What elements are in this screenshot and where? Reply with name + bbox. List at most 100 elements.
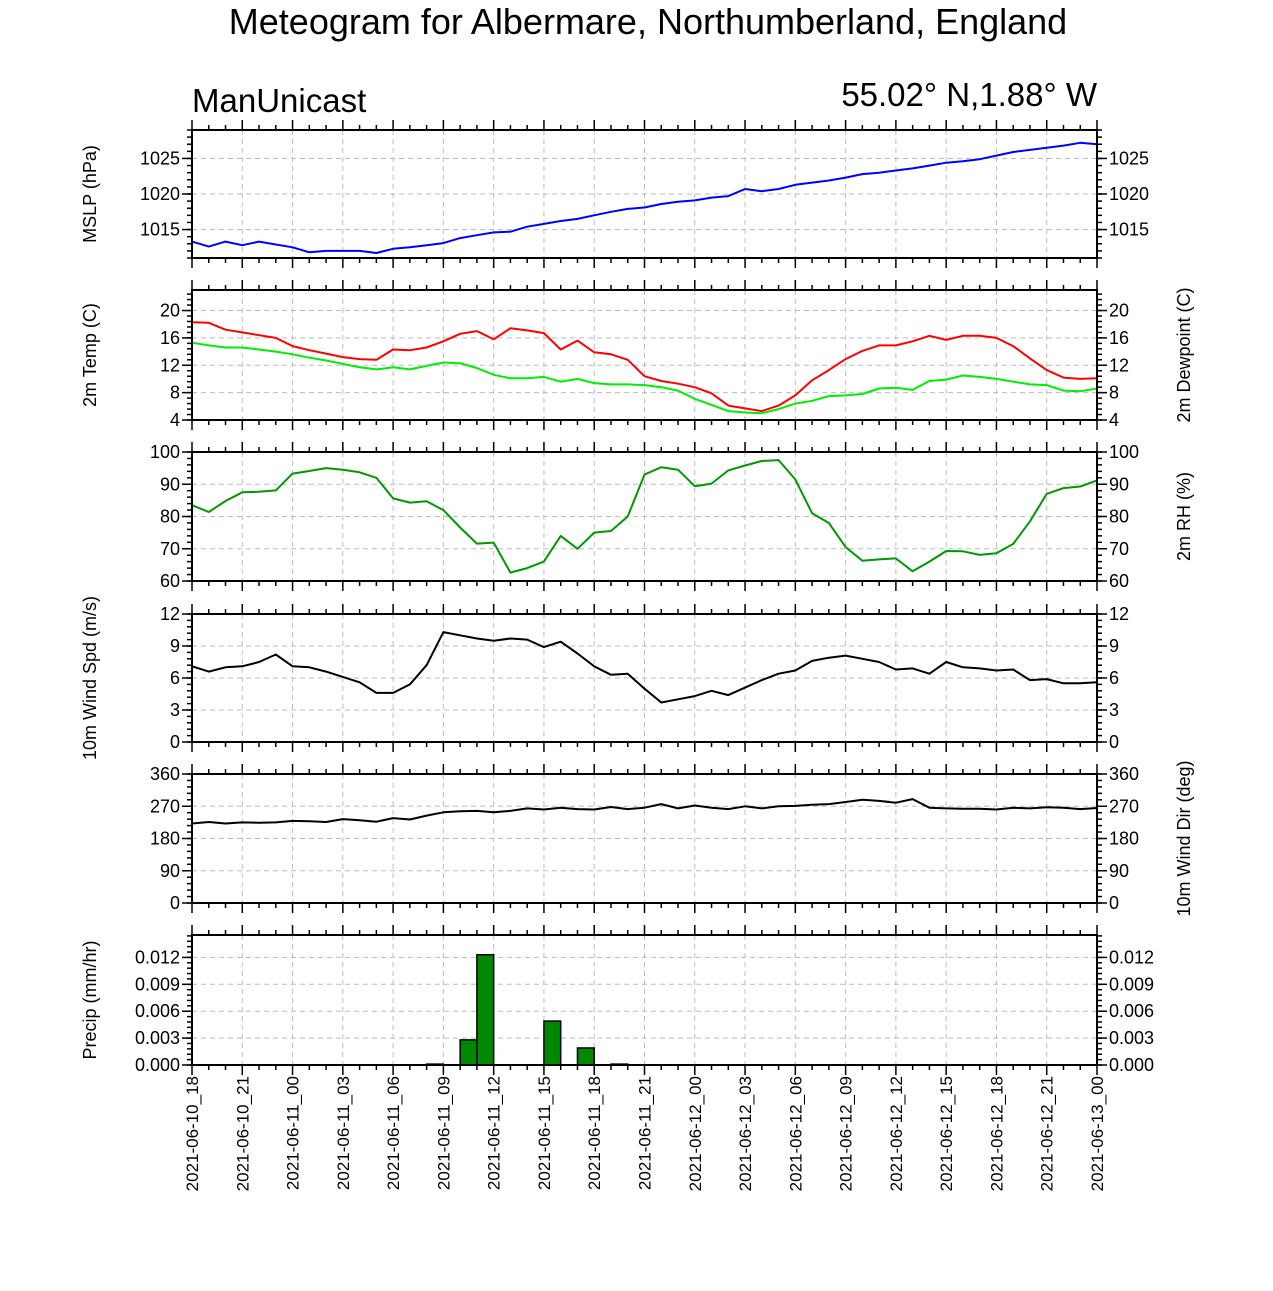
y-tick-label-left: 12 [160, 604, 180, 624]
y-tick-label-left: 70 [160, 539, 180, 559]
y-tick-label-left: 4 [170, 410, 180, 430]
y-tick-label-right: 1025 [1109, 148, 1149, 168]
y-axis-label-left: Precip (mm/hr) [80, 940, 100, 1059]
panel-precip: 0.000 0.000 0.003 0.003 0.006 0.006 0.009 0.009… [80, 925, 1154, 1075]
x-tick-label: 2021-06-11_21 [636, 1076, 655, 1190]
y-tick-label-right: 270 [1109, 796, 1139, 816]
y-tick-label-right: 60 [1109, 571, 1129, 591]
x-tick-label: 2021-06-11_06 [384, 1076, 403, 1190]
series-line-wdir-0 [191, 798, 1098, 825]
x-tick-label: 2021-06-11_15 [535, 1076, 554, 1190]
location-coordinates: 55.02° N,1.88° W [841, 76, 1098, 113]
x-tick-label: 2021-06-10_18 [183, 1076, 202, 1191]
panel-rh: 60 60 70 70 80 80 90 90 100 100 2m RH (%) [150, 442, 1194, 591]
panel-wspd: 0 0 3 3 6 6 9 9 12 12 10m Wind Spd (m/s) [80, 596, 1129, 760]
x-tick-label: 2021-06-11_18 [585, 1076, 604, 1190]
precip-bar [476, 953, 495, 1066]
x-tick-label: 2021-06-13_00 [1088, 1076, 1107, 1191]
y-tick-label-left: 20 [160, 301, 180, 321]
y-tick-label-left: 360 [150, 764, 180, 784]
panel-wdir: 0 0 90 90 180 180 270 270 360 360 10m Wind Dir (de… [150, 760, 1194, 916]
y-tick-label-right: 0.012 [1109, 947, 1154, 967]
y-axis-label-right: 2m RH (%) [1174, 472, 1194, 561]
y-tick-label-right: 6 [1109, 668, 1119, 688]
x-tick-label: 2021-06-11_09 [434, 1076, 453, 1190]
x-tick-label: 2021-06-11_00 [284, 1076, 303, 1190]
y-tick-label-left: 180 [150, 829, 180, 849]
y-tick-label-right: 0 [1109, 732, 1119, 752]
y-axis-label-right: 10m Wind Dir (deg) [1174, 760, 1194, 916]
x-tick-label: 2021-06-12_21 [1038, 1076, 1057, 1191]
panel-mslp: 1015 1015 1020 1020 1025 1025 MSLP (hPa) [80, 120, 1149, 268]
y-tick-label-right: 0.000 [1109, 1055, 1154, 1075]
y-tick-label-right: 90 [1109, 861, 1129, 881]
y-tick-label-right: 8 [1109, 383, 1119, 403]
y-tick-label-left: 0.000 [135, 1055, 180, 1075]
y-tick-label-left: 60 [160, 571, 180, 591]
y-tick-label-left: 8 [170, 383, 180, 403]
y-tick-label-right: 1015 [1109, 220, 1149, 240]
y-tick-label-right: 70 [1109, 539, 1129, 559]
y-tick-label-right: 90 [1109, 474, 1129, 494]
x-tick-label: 2021-06-11_12 [485, 1076, 504, 1190]
y-tick-label-left: 100 [150, 442, 180, 462]
y-tick-label-right: 80 [1109, 507, 1129, 527]
y-tick-label-left: 0 [170, 893, 180, 913]
y-tick-label-left: 0.003 [135, 1028, 180, 1048]
y-tick-label-left: 9 [170, 636, 180, 656]
x-axis: 2021-06-10_18 2021-06-10_21 2021-06-11_00 2… [183, 1076, 1107, 1191]
y-tick-label-right: 12 [1109, 604, 1129, 624]
y-tick-label-left: 16 [160, 328, 180, 348]
x-tick-label: 2021-06-12_15 [937, 1076, 956, 1191]
y-tick-label-left: 6 [170, 668, 180, 688]
y-tick-label-left: 12 [160, 355, 180, 375]
panel-temp: 4 4 8 8 12 12 16 16 20 20 2m Temp (C) 2m Dewpoint (… [80, 280, 1194, 430]
y-tick-label-left: 1025 [140, 148, 180, 168]
y-axis-label-left: 2m Temp (C) [80, 303, 100, 407]
y-tick-label-right: 0.003 [1109, 1028, 1154, 1048]
y-tick-label-left: 1020 [140, 184, 180, 204]
y-tick-label-left: 90 [160, 861, 180, 881]
y-tick-label-right: 12 [1109, 355, 1129, 375]
chart-title: Meteogram for Albermare, Northumberland,… [229, 1, 1067, 42]
y-tick-label-left: 90 [160, 474, 180, 494]
y-tick-label-left: 270 [150, 796, 180, 816]
y-tick-label-right: 16 [1109, 328, 1129, 348]
x-tick-label: 2021-06-12_18 [987, 1076, 1006, 1191]
y-tick-label-left: 0.006 [135, 1001, 180, 1021]
y-tick-label-right: 180 [1109, 829, 1139, 849]
y-tick-label-right: 9 [1109, 636, 1119, 656]
x-tick-label: 2021-06-12_03 [736, 1076, 755, 1191]
y-axis-label-right: 2m Dewpoint (C) [1174, 287, 1194, 422]
y-tick-label-left: 0.012 [135, 947, 180, 967]
y-tick-label-left: 0 [170, 732, 180, 752]
series-line-rh-0 [191, 459, 1098, 574]
series-line-wspd-0 [191, 631, 1098, 704]
y-axis-label-left: 10m Wind Spd (m/s) [80, 596, 100, 760]
x-tick-label: 2021-06-10_21 [233, 1076, 252, 1191]
x-tick-label: 2021-06-12_00 [686, 1076, 705, 1191]
y-tick-label-right: 20 [1109, 301, 1129, 321]
y-tick-label-right: 0 [1109, 893, 1119, 913]
precip-bar [576, 1047, 595, 1066]
y-tick-label-right: 3 [1109, 700, 1119, 720]
series-line-temp-1 [191, 341, 1098, 415]
y-tick-label-right: 0.009 [1109, 974, 1154, 994]
y-tick-label-left: 1015 [140, 220, 180, 240]
x-tick-label: 2021-06-11_03 [334, 1076, 353, 1190]
y-axis-label-left: MSLP (hPa) [80, 145, 100, 243]
panels-group: 1015 1015 1020 1020 1025 1025 MSLP (hPa) 4 4 8 8 12… [80, 120, 1194, 1075]
y-tick-label-right: 360 [1109, 764, 1139, 784]
y-tick-label-right: 100 [1109, 442, 1139, 462]
y-tick-label-right: 0.006 [1109, 1001, 1154, 1021]
model-name: ManUnicast [192, 82, 366, 119]
series-line-mslp-0 [191, 141, 1098, 254]
y-tick-label-right: 1020 [1109, 184, 1149, 204]
precip-bar [459, 1039, 478, 1066]
series-line-temp-0 [191, 321, 1098, 413]
y-tick-label-left: 0.009 [135, 974, 180, 994]
x-tick-label: 2021-06-12_12 [887, 1076, 906, 1191]
precip-bar [543, 1020, 562, 1066]
x-tick-label: 2021-06-12_06 [786, 1076, 805, 1191]
